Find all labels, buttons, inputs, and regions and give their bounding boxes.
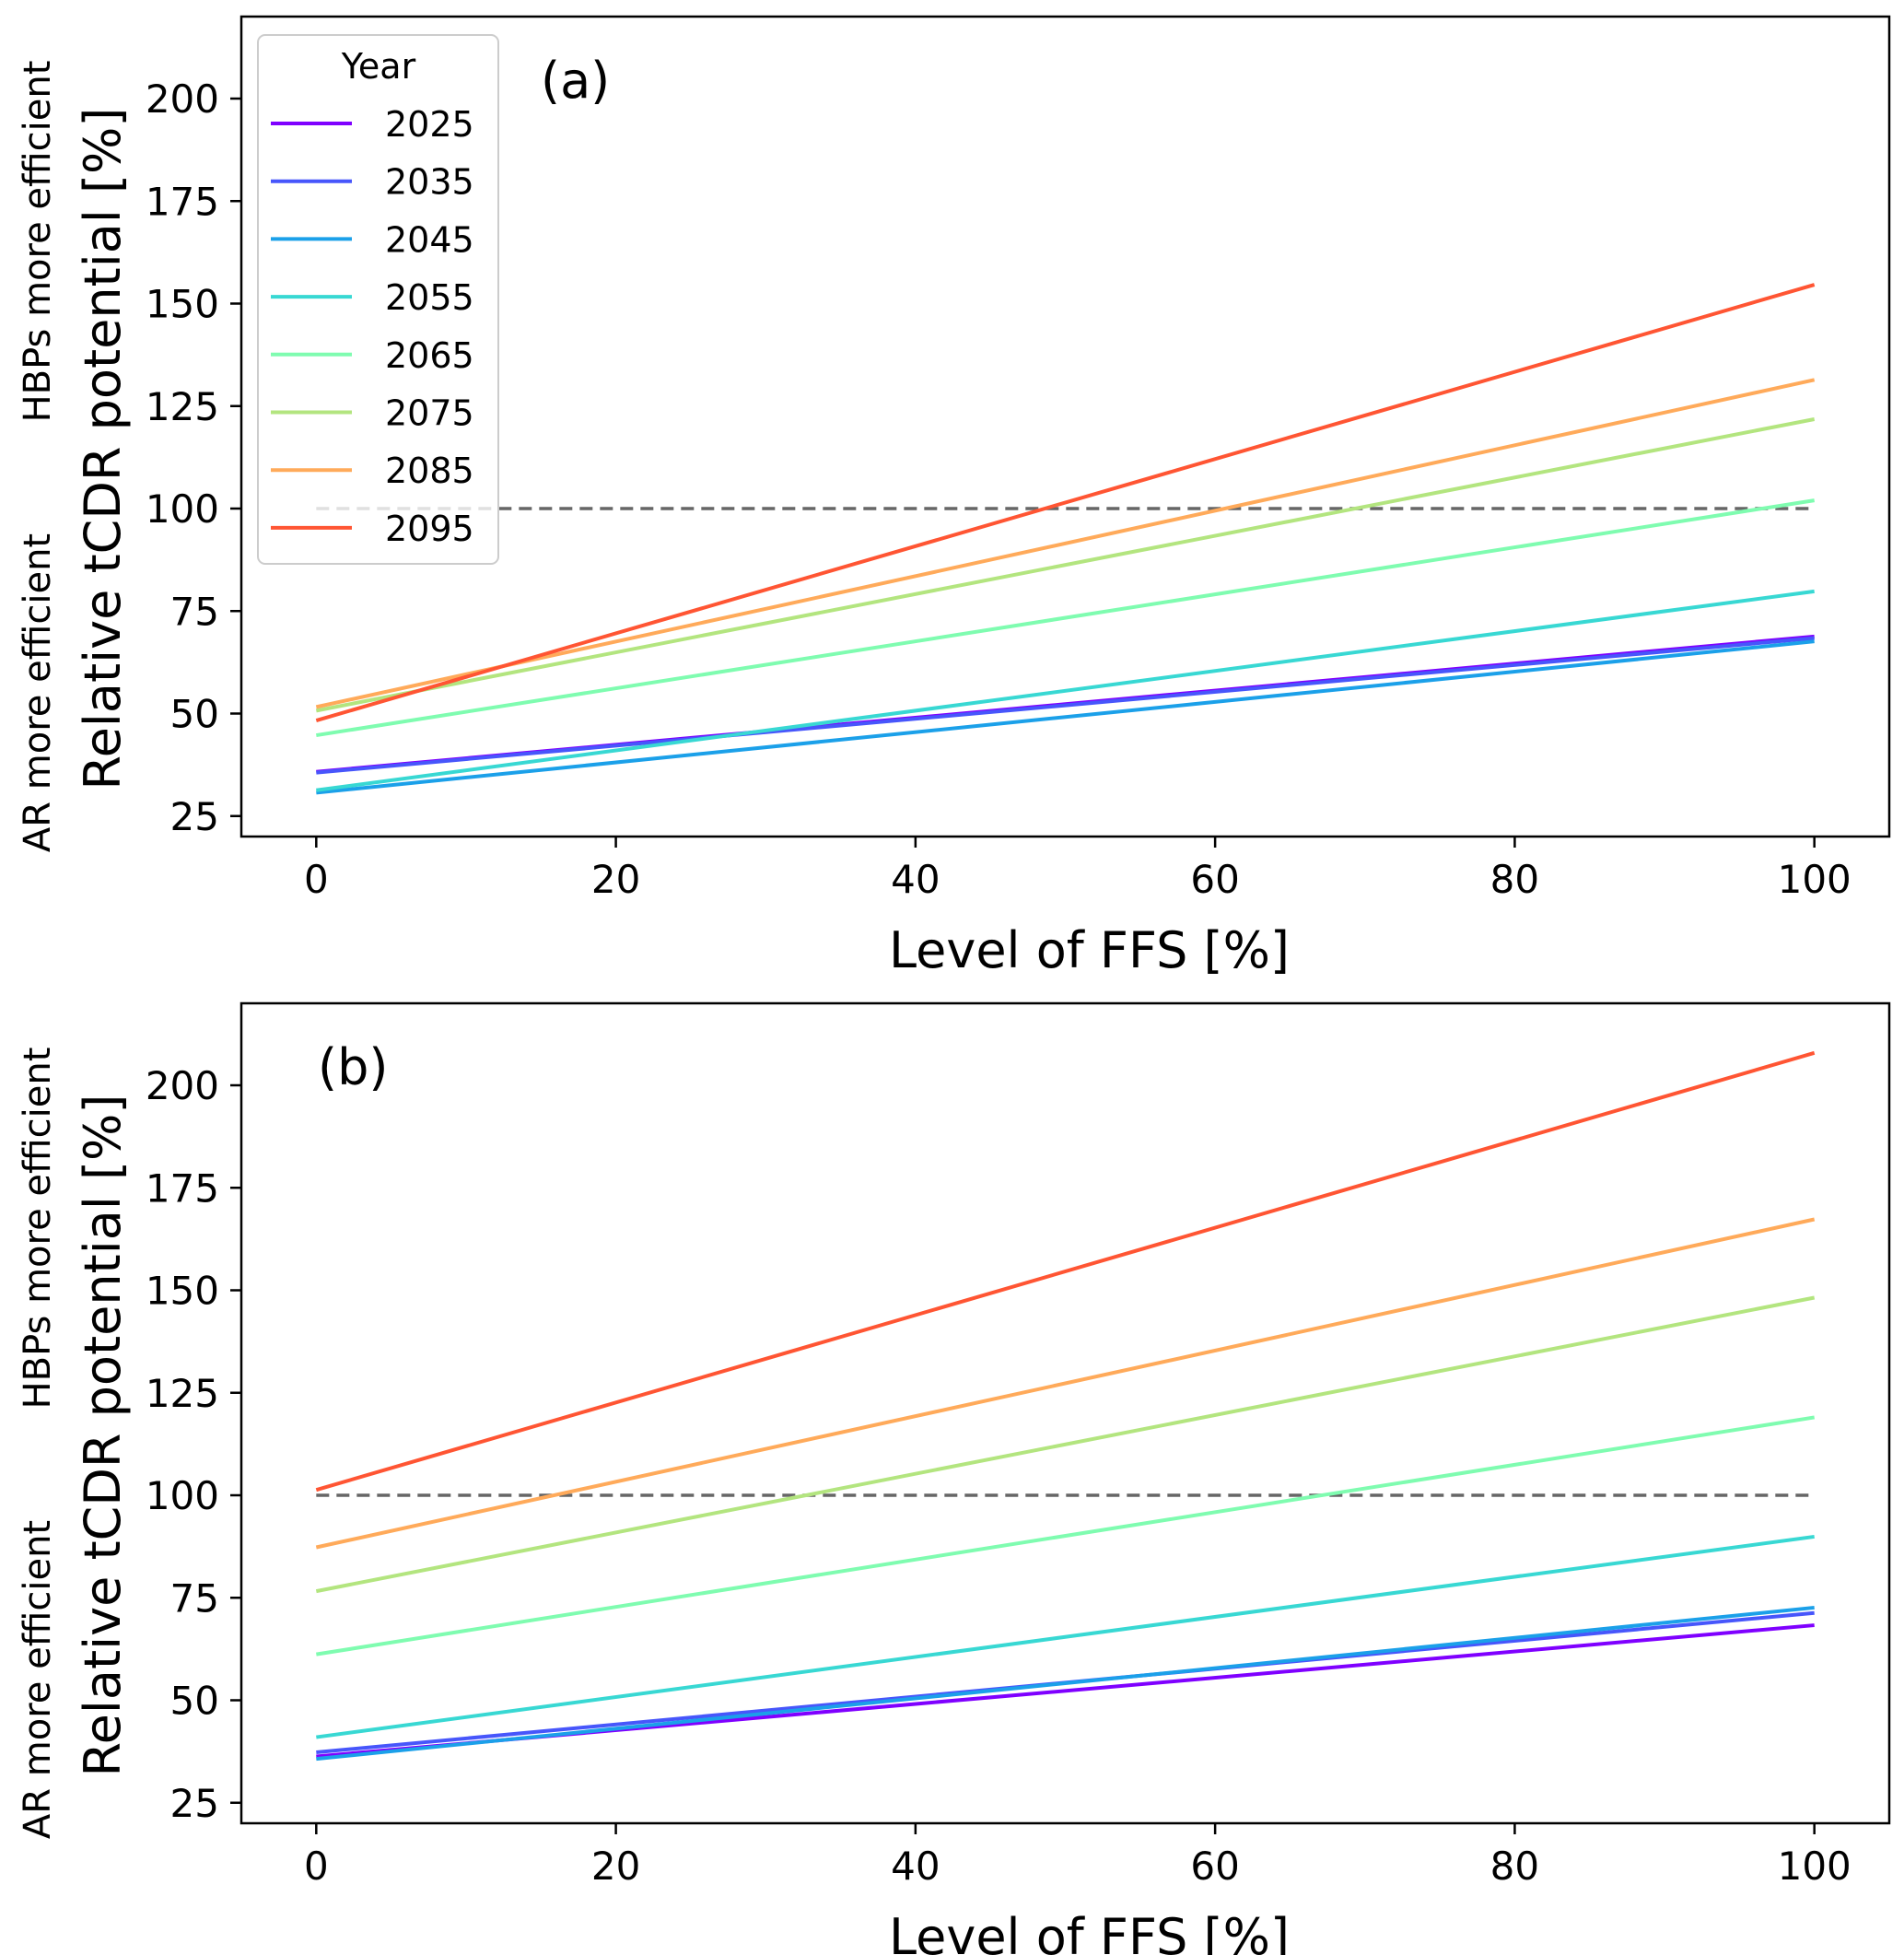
series-line-2065	[316, 1415, 1815, 1656]
y-tick-label: 50	[170, 1679, 219, 1724]
legend-label-2085: 2085	[385, 451, 474, 491]
panel-label: (b)	[318, 1038, 388, 1096]
x-tick-label: 20	[591, 1844, 640, 1889]
label-ar-more-efficient: AR more efficient	[17, 1520, 59, 1839]
y-axis-title: Relative tCDR potential [%]	[74, 108, 132, 790]
series-line-2045	[316, 639, 1815, 795]
panel-label: (a)	[541, 52, 610, 110]
y-tick-label: 25	[170, 794, 219, 839]
series-line-2045	[316, 1605, 1815, 1762]
y-tick-label: 75	[170, 1575, 219, 1621]
series-line-2085	[315, 378, 1816, 709]
series-line-2065	[316, 498, 1815, 738]
x-tick-label: 40	[891, 857, 940, 902]
legend-label-2035: 2035	[385, 162, 474, 203]
y-tick-label: 100	[146, 1473, 219, 1518]
series-line-2095	[315, 1050, 1816, 1493]
y-tick-label: 50	[170, 692, 219, 737]
chart-panel-a: 0 20 40 60 80 100 25 50 75 100 125 150 175 200 Level o…	[17, 15, 1891, 979]
x-tick-label: 100	[1778, 857, 1851, 902]
x-axis-title: Level of FFS [%]	[889, 1908, 1290, 1955]
legend-label-2095: 2095	[385, 509, 474, 549]
legend-label-2075: 2075	[385, 393, 474, 434]
legend-box	[257, 34, 499, 565]
label-hbps-more-efficient: HBPs more efficient	[17, 1048, 59, 1410]
y-tick-label: 150	[146, 282, 219, 327]
x-tick-label: 40	[891, 1844, 940, 1889]
x-tick-label: 20	[591, 857, 640, 902]
y-tick-label: 100	[146, 486, 219, 532]
series-line-2075	[315, 417, 1816, 713]
y-tick-label: 200	[146, 1063, 219, 1108]
x-tick-label: 60	[1190, 1844, 1239, 1889]
x-tick-label: 80	[1490, 1844, 1539, 1889]
series-line-2055	[316, 1534, 1815, 1739]
legend-label-2045: 2045	[385, 219, 474, 260]
y-tick-label: 200	[146, 76, 219, 122]
legend-label-2065: 2065	[385, 335, 474, 376]
label-hbps-more-efficient: HBPs more efficient	[17, 61, 59, 423]
label-ar-more-efficient: AR more efficient	[17, 533, 59, 852]
y-axis-title: Relative tCDR potential [%]	[74, 1095, 132, 1777]
y-tick-label: 125	[146, 1371, 219, 1416]
y-tick-label: 75	[170, 589, 219, 634]
y-tick-label: 175	[146, 179, 219, 224]
series-line-2075	[315, 1295, 1816, 1594]
y-tick-label: 175	[146, 1165, 219, 1211]
series-line-2095	[315, 283, 1816, 722]
series-line-2085	[315, 1217, 1816, 1550]
x-tick-label: 60	[1190, 857, 1239, 902]
legend-label-2025: 2025	[385, 104, 474, 145]
legend: Year 2025 2035 2045 2055 2065 2075 2085 2095	[257, 34, 499, 565]
plot-frame	[239, 1001, 1891, 1825]
x-tick-label: 0	[304, 1844, 329, 1889]
x-tick-label: 0	[304, 857, 329, 902]
x-tick-label: 80	[1490, 857, 1539, 902]
y-tick-label: 125	[146, 384, 219, 429]
series-line-2035	[316, 636, 1815, 775]
plot-frame	[239, 15, 1891, 838]
legend-label-2055: 2055	[385, 277, 474, 318]
legend-title: Year	[341, 46, 416, 87]
y-tick-label: 150	[146, 1269, 219, 1314]
chart-panel-b: 0 20 40 60 80 100 25 50 75 100 125 150 175 200 Level o…	[17, 1001, 1891, 1955]
y-tick-label: 25	[170, 1781, 219, 1826]
x-tick-label: 100	[1778, 1844, 1851, 1889]
series-line-2055	[316, 589, 1815, 792]
x-axis-title: Level of FFS [%]	[889, 921, 1290, 979]
